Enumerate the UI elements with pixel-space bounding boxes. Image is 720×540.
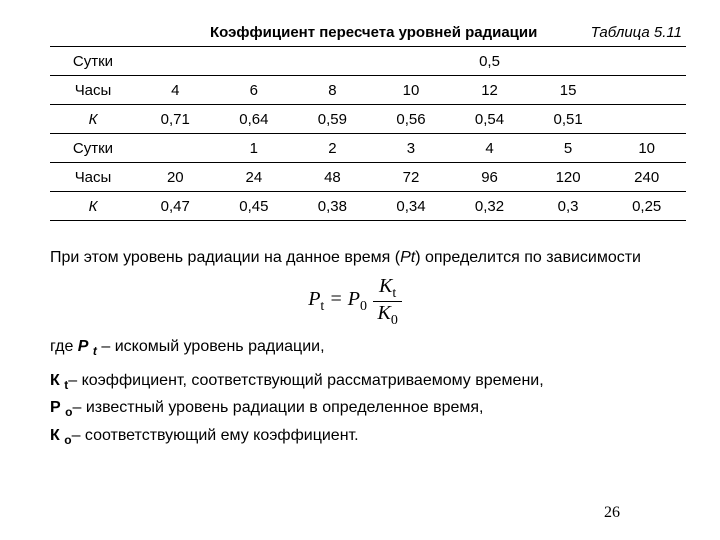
cell: 10: [372, 76, 451, 105]
cell: 0,32: [450, 192, 529, 221]
row-label: Часы: [50, 76, 136, 105]
cell: 0,34: [372, 192, 451, 221]
formula-lhs-sub: t: [320, 299, 324, 314]
cell: [293, 47, 372, 76]
definitions: К t– коэффициент, соответствующий рассма…: [50, 370, 660, 448]
row-label: К: [50, 105, 136, 134]
cell: [372, 47, 451, 76]
page-root: Коэффициент пересчета уровней радиации Т…: [0, 0, 720, 540]
formula-num-sub: t: [392, 286, 396, 301]
cell: [529, 47, 608, 76]
cell: [607, 47, 686, 76]
cell: 0,54: [450, 105, 529, 134]
cell: 0,5: [450, 47, 529, 76]
definition-term: К t: [50, 372, 68, 389]
intro-a: При этом уровень радиации на данное врем…: [50, 249, 400, 266]
definition-sym: К: [50, 427, 64, 444]
cell: 48: [293, 163, 372, 192]
body-text: При этом уровень радиации на данное врем…: [50, 247, 660, 448]
cell: 0,38: [293, 192, 372, 221]
cell: 3: [372, 134, 451, 163]
table-row: К0,710,640,590,560,540,51: [50, 105, 686, 134]
cell: 240: [607, 163, 686, 192]
cell: [607, 105, 686, 134]
table-row: Часы2024487296120240: [50, 163, 686, 192]
definition-line: Р о– известный уровень радиации в опреде…: [50, 397, 660, 420]
table-title: Коэффициент пересчета уровней радиации: [210, 24, 537, 41]
cell: [136, 134, 215, 163]
cell: 0,64: [215, 105, 294, 134]
formula-num: Kt: [373, 275, 401, 302]
where-term: Р t: [78, 338, 97, 355]
cell: 96: [450, 163, 529, 192]
cell: 24: [215, 163, 294, 192]
formula-p0-sub: 0: [360, 299, 367, 314]
row-label: К: [50, 192, 136, 221]
cell: 0,47: [136, 192, 215, 221]
cell: 15: [529, 76, 608, 105]
formula-den-sym: K: [377, 302, 390, 324]
cell: 120: [529, 163, 608, 192]
cell: [607, 76, 686, 105]
cell: 4: [136, 76, 215, 105]
cell: 8: [293, 76, 372, 105]
definition-line: К о– соответствующий ему коэффициент.: [50, 425, 660, 448]
row-label: Часы: [50, 163, 136, 192]
formula-num-sym: K: [379, 275, 392, 297]
cell: 0,59: [293, 105, 372, 134]
definition-term: К о: [50, 427, 72, 444]
formula-lhs-sym: P: [308, 288, 320, 310]
definition-term: Р о: [50, 399, 72, 416]
where-line: где Р t – искомый уровень радиации,: [50, 336, 660, 359]
definition-text: – коэффициент, соответствующий рассматри…: [68, 372, 543, 389]
cell: 5: [529, 134, 608, 163]
page-number: 26: [604, 504, 620, 522]
intro-paragraph: При этом уровень радиации на данное врем…: [50, 247, 660, 269]
table-reference: Таблица 5.11: [591, 24, 682, 41]
intro-var: Рt: [400, 249, 415, 266]
table-row: Часы468101215: [50, 76, 686, 105]
definition-line: К t– коэффициент, соответствующий рассма…: [50, 370, 660, 393]
where-text: – искомый уровень радиации,: [97, 338, 325, 355]
table-title-row: Коэффициент пересчета уровней радиации Т…: [50, 24, 686, 46]
where-prefix: где: [50, 338, 78, 355]
cell: 0,3: [529, 192, 608, 221]
definition-sym: К: [50, 372, 64, 389]
table-row: К0,470,450,380,340,320,30,25: [50, 192, 686, 221]
row-label: Сутки: [50, 47, 136, 76]
table-row: Сутки 1234510: [50, 134, 686, 163]
table-block: Коэффициент пересчета уровней радиации Т…: [50, 24, 686, 221]
cell: 0,51: [529, 105, 608, 134]
table-row: Сутки 0,5: [50, 47, 686, 76]
cell: 10: [607, 134, 686, 163]
cell: [215, 47, 294, 76]
definition-sub: о: [64, 433, 71, 447]
cell: [136, 47, 215, 76]
cell: 20: [136, 163, 215, 192]
cell: 12: [450, 76, 529, 105]
cell: 4: [450, 134, 529, 163]
formula: Pt = P0 Kt K0: [50, 275, 660, 329]
cell: 1: [215, 134, 294, 163]
cell: 0,45: [215, 192, 294, 221]
cell: 72: [372, 163, 451, 192]
intro-b: ) определится по зависимости: [415, 249, 641, 266]
formula-p0-sym: P: [348, 288, 360, 310]
formula-fraction: Kt K0: [373, 275, 401, 329]
definition-text: – известный уровень радиации в определен…: [72, 399, 483, 416]
row-label: Сутки: [50, 134, 136, 163]
cell: 0,71: [136, 105, 215, 134]
cell: 0,56: [372, 105, 451, 134]
definition-sym: Р: [50, 399, 65, 416]
cell: 6: [215, 76, 294, 105]
cell: 2: [293, 134, 372, 163]
data-table: Сутки0,5Часы468101215К0,710,640,590,560,…: [50, 46, 686, 221]
where-sym: Р: [78, 338, 89, 355]
definition-text: – соответствующий ему коэффициент.: [72, 427, 359, 444]
formula-den: K0: [373, 302, 401, 328]
formula-den-sub: 0: [391, 313, 398, 328]
formula-lhs: Pt = P0: [308, 286, 367, 317]
cell: 0,25: [607, 192, 686, 221]
